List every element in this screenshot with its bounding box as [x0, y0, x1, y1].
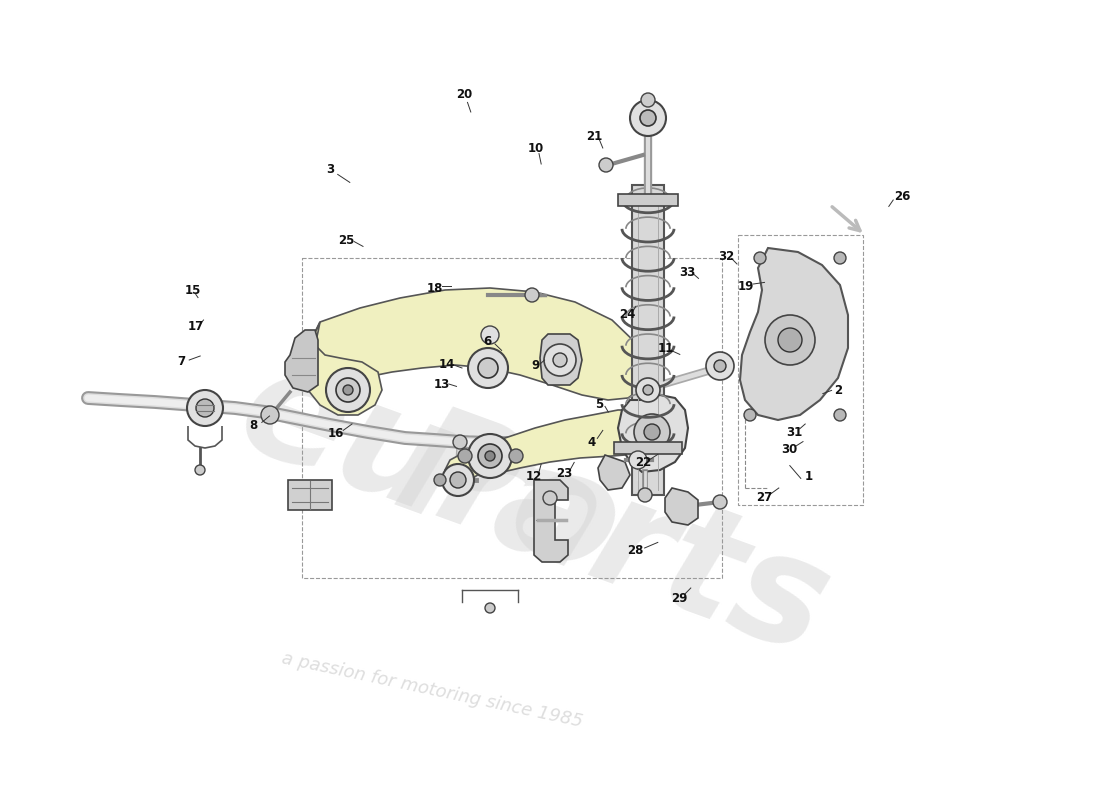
Circle shape: [629, 451, 647, 469]
Circle shape: [336, 378, 360, 402]
Circle shape: [509, 449, 522, 463]
Polygon shape: [305, 322, 382, 415]
Text: 15: 15: [185, 284, 200, 297]
Polygon shape: [305, 288, 648, 400]
Circle shape: [544, 344, 576, 376]
Polygon shape: [598, 455, 630, 490]
Text: 6: 6: [483, 335, 492, 348]
Circle shape: [458, 449, 472, 463]
Circle shape: [713, 495, 727, 509]
Text: 25: 25: [339, 234, 354, 246]
Text: 11: 11: [658, 342, 673, 354]
Text: 1: 1: [804, 470, 813, 482]
Circle shape: [630, 100, 666, 136]
Circle shape: [478, 358, 498, 378]
Circle shape: [634, 414, 670, 450]
Text: 8: 8: [249, 419, 257, 432]
Circle shape: [478, 444, 502, 468]
Circle shape: [343, 385, 353, 395]
Circle shape: [453, 435, 468, 449]
Polygon shape: [618, 395, 688, 472]
Text: 19: 19: [738, 280, 754, 293]
Circle shape: [196, 399, 214, 417]
Circle shape: [468, 348, 508, 388]
Text: 10: 10: [528, 142, 543, 154]
Circle shape: [834, 252, 846, 264]
Text: 7: 7: [177, 355, 186, 368]
Polygon shape: [740, 248, 848, 420]
Text: a passion for motoring since 1985: a passion for motoring since 1985: [280, 650, 584, 730]
Circle shape: [600, 158, 613, 172]
Circle shape: [834, 409, 846, 421]
Polygon shape: [534, 480, 568, 562]
Circle shape: [638, 488, 652, 502]
Circle shape: [485, 603, 495, 613]
Text: 21: 21: [586, 130, 602, 142]
Circle shape: [485, 451, 495, 461]
Polygon shape: [540, 334, 582, 385]
Text: 18: 18: [427, 282, 442, 294]
Text: 16: 16: [328, 427, 343, 440]
Text: 33: 33: [680, 266, 695, 278]
Text: 14: 14: [439, 358, 454, 370]
Circle shape: [641, 93, 654, 107]
Circle shape: [644, 385, 653, 395]
Circle shape: [553, 353, 566, 367]
Text: euro: euro: [220, 333, 640, 607]
Polygon shape: [285, 330, 318, 392]
Text: 13: 13: [434, 378, 450, 390]
Circle shape: [744, 409, 756, 421]
Polygon shape: [666, 488, 698, 525]
Circle shape: [481, 326, 499, 344]
Circle shape: [326, 368, 370, 412]
Text: 2: 2: [834, 384, 843, 397]
Circle shape: [468, 434, 512, 478]
Bar: [302, 258, 722, 578]
Text: 32: 32: [718, 250, 734, 262]
Circle shape: [640, 110, 656, 126]
Circle shape: [525, 288, 539, 302]
Circle shape: [644, 424, 660, 440]
Polygon shape: [288, 480, 332, 510]
Text: 24: 24: [619, 308, 635, 321]
Text: 31: 31: [786, 426, 802, 438]
Circle shape: [451, 471, 465, 485]
Circle shape: [450, 472, 466, 488]
Bar: [618, 194, 678, 206]
Text: 3: 3: [326, 163, 334, 176]
Text: 29: 29: [672, 592, 688, 605]
Circle shape: [714, 360, 726, 372]
Text: 26: 26: [894, 190, 910, 202]
Circle shape: [706, 352, 734, 380]
Circle shape: [636, 378, 660, 402]
Polygon shape: [490, 410, 672, 475]
Text: 5: 5: [595, 398, 604, 410]
Circle shape: [261, 406, 279, 424]
Bar: [632, 185, 664, 495]
Text: 28: 28: [628, 544, 643, 557]
Circle shape: [434, 474, 446, 486]
Text: 4: 4: [587, 436, 596, 449]
Text: Parts: Parts: [379, 394, 849, 686]
Circle shape: [187, 390, 223, 426]
Text: 30: 30: [782, 443, 797, 456]
Text: 22: 22: [636, 456, 651, 469]
Circle shape: [764, 315, 815, 365]
Bar: [738, 235, 864, 505]
Circle shape: [442, 464, 474, 496]
Text: 23: 23: [557, 467, 572, 480]
Text: 12: 12: [526, 470, 541, 482]
Text: 20: 20: [456, 88, 472, 101]
Circle shape: [778, 328, 802, 352]
Text: 9: 9: [531, 359, 540, 372]
Text: 17: 17: [188, 320, 204, 333]
Circle shape: [543, 491, 557, 505]
Circle shape: [195, 465, 205, 475]
Circle shape: [754, 252, 766, 264]
Bar: [614, 442, 682, 454]
Text: 27: 27: [757, 491, 772, 504]
Polygon shape: [446, 448, 490, 483]
